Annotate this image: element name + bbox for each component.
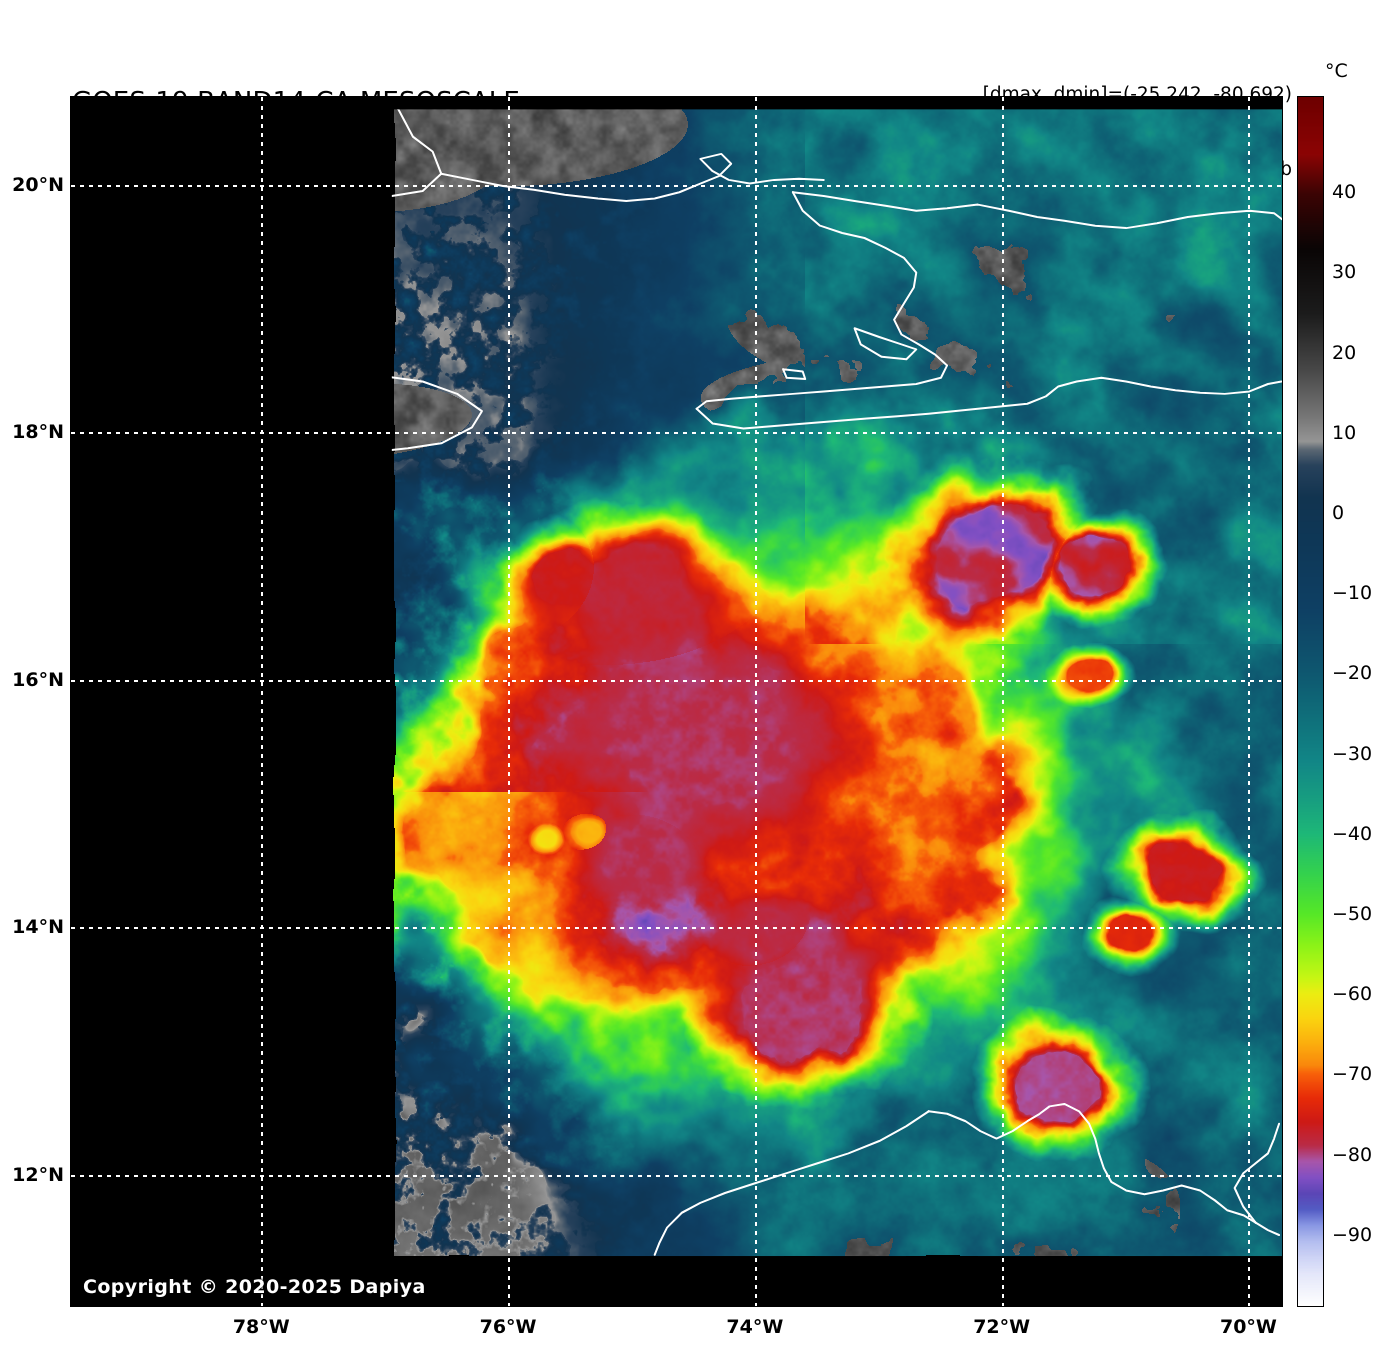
colorbar-unit-label: °C	[1325, 60, 1348, 82]
longitude-tick-label: 74°W	[726, 1316, 784, 1338]
longitude-tick-label: 70°W	[1219, 1316, 1277, 1338]
colorbar-tick-label: 0	[1332, 502, 1345, 525]
satellite-ir-raster	[71, 97, 1282, 1306]
colorbar-gradient	[1298, 97, 1323, 1306]
latitude-tick-label: 12°N	[12, 1163, 64, 1186]
colorbar[interactable]	[1297, 96, 1324, 1307]
colorbar-tick-label: −60	[1332, 983, 1373, 1006]
latitude-tick-label: 16°N	[12, 668, 64, 691]
colorbar-tick-label: −10	[1332, 582, 1373, 605]
latitude-tick-label: 20°N	[12, 174, 64, 197]
colorbar-tick-label: −80	[1332, 1143, 1373, 1166]
colorbar-tick-label: −50	[1332, 903, 1373, 926]
colorbar-tick-label: 30	[1332, 261, 1357, 284]
colorbar-tick-label: −40	[1332, 822, 1373, 845]
longitude-tick-label: 76°W	[479, 1316, 537, 1338]
colorbar-tick-label: 20	[1332, 341, 1357, 364]
latitude-tick-label: 14°N	[12, 916, 64, 939]
colorbar-tick-label: 10	[1332, 421, 1357, 444]
colorbar-tick-label: −90	[1332, 1223, 1373, 1246]
colorbar-tick-label: −30	[1332, 742, 1373, 765]
colorbar-tick-label: 40	[1332, 181, 1357, 204]
colorbar-tick-label: −70	[1332, 1063, 1373, 1086]
satellite-image-plot[interactable]: Copyright © 2020-2025 Dapiya	[70, 96, 1283, 1307]
copyright-label: Copyright © 2020-2025 Dapiya	[83, 1276, 426, 1298]
latitude-tick-label: 18°N	[12, 421, 64, 444]
longitude-tick-label: 78°W	[232, 1316, 290, 1338]
longitude-tick-label: 72°W	[973, 1316, 1031, 1338]
colorbar-tick-label: −20	[1332, 662, 1373, 685]
